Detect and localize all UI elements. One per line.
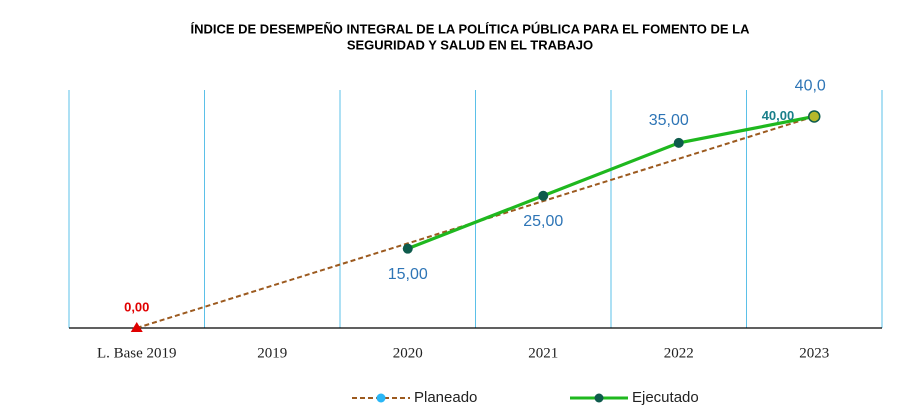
chart-title: SEGURIDAD Y SALUD EN EL TRABAJO	[347, 37, 593, 52]
legend-label: Ejecutado	[632, 389, 699, 406]
legend-marker	[376, 393, 386, 403]
x-tick-label: 2020	[393, 345, 423, 361]
x-tick-label: 2022	[664, 345, 694, 361]
chart-title: ÍNDICE DE DESEMPEÑO INTEGRAL DE LA POLÍT…	[190, 21, 750, 36]
marker	[673, 137, 684, 148]
marker	[808, 110, 821, 123]
x-tick-label: 2023	[799, 345, 829, 361]
x-tick-label: L. Base 2019	[97, 345, 177, 361]
marker	[130, 322, 143, 332]
data-label: 15,00	[388, 266, 428, 283]
data-label: 25,00	[523, 213, 563, 230]
marker	[538, 190, 549, 201]
x-tick-label: 2019	[257, 345, 287, 361]
marker	[402, 243, 413, 254]
data-label: 40,00	[762, 108, 795, 123]
data-label: 40,0	[795, 78, 826, 95]
data-label: 0,00	[124, 299, 149, 314]
data-label: 35,00	[649, 112, 689, 129]
legend-label: Planeado	[414, 389, 477, 406]
legend-marker	[594, 393, 604, 403]
x-tick-label: 2021	[528, 345, 558, 361]
series-line	[407, 114, 815, 251]
